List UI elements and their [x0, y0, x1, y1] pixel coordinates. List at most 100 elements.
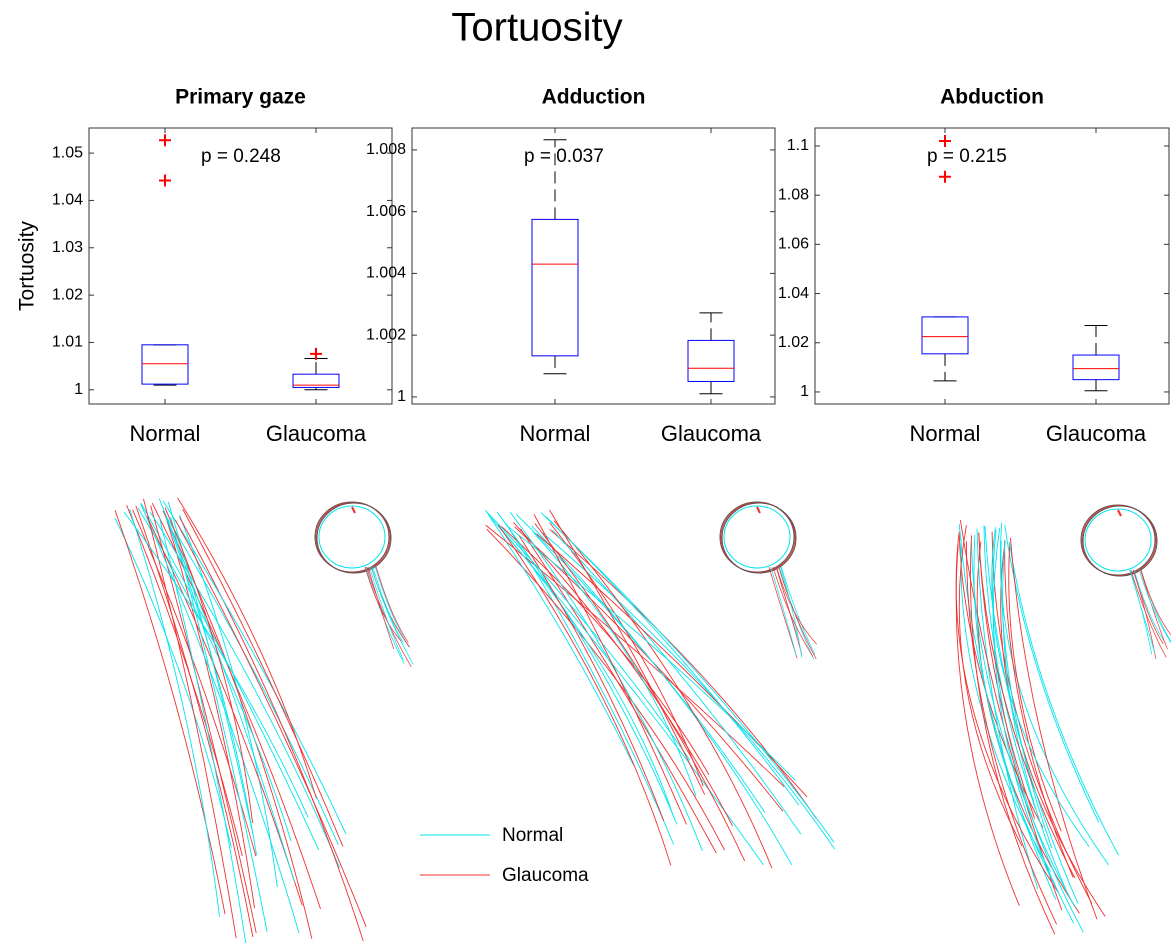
fiber-trace [983, 525, 1036, 810]
inset-fiber [1140, 569, 1171, 643]
y-tick-label: 1 [74, 381, 83, 398]
legend-label: Normal [502, 825, 563, 846]
inset-fiber [364, 566, 402, 642]
x-tick-label: Glaucoma [266, 421, 367, 446]
fiber-trace [1008, 541, 1119, 856]
y-tick-label: 1.02 [52, 286, 83, 303]
y-tick-label: 1.002 [366, 326, 406, 343]
fiber-trace [553, 520, 773, 869]
fiber-trace [167, 501, 254, 837]
fiber-trace [966, 541, 1058, 925]
globe-outline [721, 502, 797, 574]
fiber-trace [164, 507, 254, 823]
inset-fiber [1140, 569, 1168, 650]
annotation: p = 0.248 [201, 146, 281, 167]
globe-inner [723, 505, 791, 569]
inset-fiber [367, 566, 395, 650]
inset-fiber [1130, 569, 1167, 658]
chart-title: Abduction [940, 86, 1044, 109]
axes-frame [411, 127, 776, 405]
fiber-trace [497, 524, 672, 866]
fiber-trace [973, 534, 1061, 896]
outlier [939, 135, 951, 148]
y-tick-label: 1.004 [366, 265, 406, 282]
y-tick-label: 1 [800, 383, 809, 400]
y-axis-label: Tortuosity [16, 221, 39, 311]
fiber-trace [170, 516, 268, 932]
fiber-trace [552, 529, 802, 835]
box [141, 344, 189, 385]
fiber-trace [513, 522, 733, 827]
fiber-trace [149, 511, 340, 868]
inset-fiber [371, 566, 414, 665]
fiber-trace [549, 522, 704, 787]
inset-fiber [366, 566, 412, 668]
fiber-trace [955, 534, 1060, 894]
fiber-trace [1000, 540, 1053, 849]
x-tick-label: Normal [520, 421, 591, 446]
inset-fiber [780, 566, 816, 655]
globe-outline [1082, 505, 1158, 577]
chart-title: Primary gaze [175, 86, 306, 109]
fiber-trace [955, 544, 1020, 906]
fiber-trace [162, 500, 347, 835]
fiber-trace [984, 526, 1079, 904]
fiber-trace [999, 522, 1109, 866]
y-tick-label: 1.06 [778, 236, 809, 253]
box [531, 218, 579, 357]
box [687, 339, 735, 382]
fiber-trace [140, 503, 300, 934]
insertion-mark [1117, 509, 1122, 517]
fiber-trace [1002, 540, 1067, 891]
fiber-trace [549, 509, 706, 795]
fiber-trace [162, 510, 313, 939]
x-tick-label: Glaucoma [661, 421, 762, 446]
fiber-trace [542, 532, 836, 850]
y-tick-label: 1.04 [778, 285, 809, 302]
insertion-mark [351, 506, 356, 514]
fiber-trace [545, 516, 800, 806]
legend-label: Glaucoma [502, 865, 589, 886]
fiber-trace [143, 498, 237, 939]
inset-fiber [1140, 569, 1171, 636]
fiber-trace [1009, 537, 1098, 920]
fiber-trace [531, 525, 793, 866]
fiber-trace [182, 508, 344, 847]
inset-fiber [1129, 569, 1152, 655]
y-tick-label: 1 [397, 388, 406, 405]
fiber-trace [126, 504, 243, 857]
outlier [159, 134, 171, 147]
fiber-trace [123, 511, 309, 818]
annotation: p = 0.037 [524, 146, 604, 167]
inset-fiber [776, 566, 818, 645]
x-tick-label: Glaucoma [1046, 421, 1147, 446]
fiber-trace [114, 517, 232, 848]
inset-fiber [1129, 569, 1156, 654]
fiber-trace [1008, 543, 1062, 832]
x-tick-label: Normal [910, 421, 981, 446]
box [921, 316, 969, 355]
y-tick-label: 1.03 [52, 239, 83, 256]
annotation: p = 0.215 [927, 146, 1007, 167]
inset-fiber [375, 566, 409, 643]
fiber-trace [484, 509, 691, 761]
y-tick-label: 1.008 [366, 141, 406, 158]
fiber-trace [533, 514, 687, 825]
inset-fiber [778, 566, 817, 660]
y-tick-label: 1.01 [52, 334, 83, 351]
y-tick-label: 1.02 [778, 334, 809, 351]
fiber-trace [1004, 524, 1100, 823]
fiber-drawings [114, 497, 1171, 943]
fiber-trace [164, 512, 256, 909]
globe-inner [1084, 508, 1152, 572]
inset-fiber [780, 566, 803, 658]
y-tick-label: 1.05 [52, 144, 83, 161]
figure-title: Tortuosity [451, 6, 622, 50]
y-tick-label: 1.04 [52, 192, 83, 209]
outlier [310, 347, 322, 360]
fiber-trace [487, 513, 635, 766]
fiber-trace [159, 517, 247, 943]
y-tick-label: 1.1 [787, 137, 809, 154]
fiber-trace [533, 532, 697, 797]
